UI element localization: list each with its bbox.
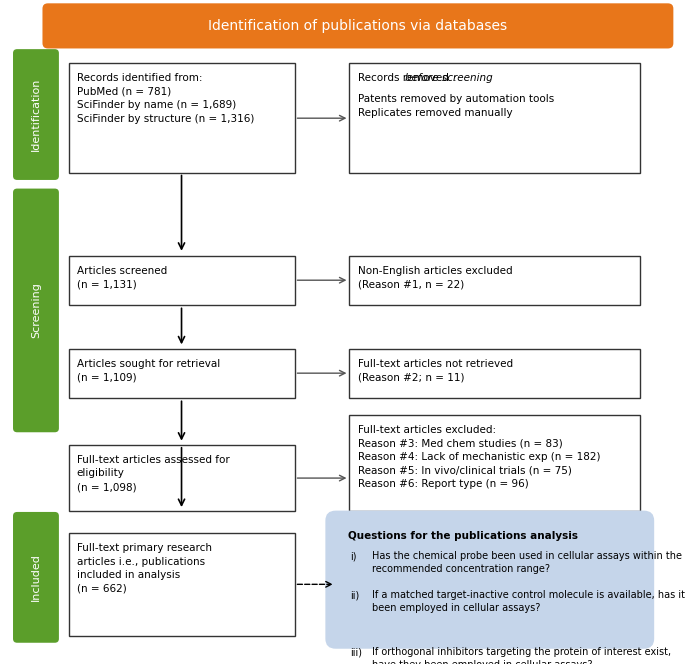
Text: Included: Included [31, 553, 41, 602]
FancyBboxPatch shape [13, 49, 59, 180]
FancyBboxPatch shape [349, 349, 640, 398]
FancyBboxPatch shape [68, 349, 295, 398]
Text: i): i) [350, 551, 356, 561]
Text: Full-text articles excluded:
Reason #3: Med chem studies (n = 83)
Reason #4: Lac: Full-text articles excluded: Reason #3: … [358, 425, 600, 489]
Text: Articles screened
(n = 1,131): Articles screened (n = 1,131) [77, 266, 167, 290]
Text: ii): ii) [350, 590, 360, 600]
FancyBboxPatch shape [349, 63, 640, 173]
FancyBboxPatch shape [68, 63, 295, 173]
Text: Has the chemical probe been used in cellular assays within the recommended conce: Has the chemical probe been used in cell… [372, 551, 682, 574]
Text: before screening: before screening [406, 73, 493, 83]
FancyBboxPatch shape [42, 3, 673, 48]
Text: Full-text articles not retrieved
(Reason #2; n = 11): Full-text articles not retrieved (Reason… [358, 359, 512, 382]
Text: If a matched target-inactive control molecule is available, has it been employed: If a matched target-inactive control mol… [372, 590, 685, 613]
FancyBboxPatch shape [349, 256, 640, 305]
Text: Non-English articles excluded
(Reason #1, n = 22): Non-English articles excluded (Reason #1… [358, 266, 512, 290]
Text: Identification: Identification [31, 78, 41, 151]
Text: If orthogonal inhibitors targeting the protein of interest exist, have they been: If orthogonal inhibitors targeting the p… [372, 647, 671, 664]
FancyBboxPatch shape [68, 256, 295, 305]
Text: Identification of publications via databases: Identification of publications via datab… [208, 19, 508, 33]
FancyBboxPatch shape [325, 511, 654, 649]
Text: Articles sought for retrieval
(n = 1,109): Articles sought for retrieval (n = 1,109… [77, 359, 220, 382]
FancyBboxPatch shape [13, 189, 59, 432]
Text: Full-text primary research
articles i.e., publications
included in analysis
(n =: Full-text primary research articles i.e.… [77, 543, 212, 594]
Text: Records removed: Records removed [358, 73, 451, 83]
Text: Patents removed by automation tools
Replicates removed manually: Patents removed by automation tools Repl… [358, 94, 553, 118]
Text: Records identified from:
PubMed (n = 781)
SciFinder by name (n = 1,689)
SciFinde: Records identified from: PubMed (n = 781… [77, 73, 254, 124]
Text: Questions for the publications analysis: Questions for the publications analysis [348, 531, 578, 541]
Text: Full-text articles assessed for
eligibility
(n = 1,098): Full-text articles assessed for eligibil… [77, 455, 229, 492]
FancyBboxPatch shape [349, 415, 640, 511]
FancyBboxPatch shape [68, 533, 295, 636]
Text: iii): iii) [350, 647, 362, 657]
Text: Screening: Screening [31, 282, 41, 339]
FancyBboxPatch shape [13, 512, 59, 643]
FancyBboxPatch shape [68, 445, 295, 511]
Text: :: : [453, 73, 456, 83]
